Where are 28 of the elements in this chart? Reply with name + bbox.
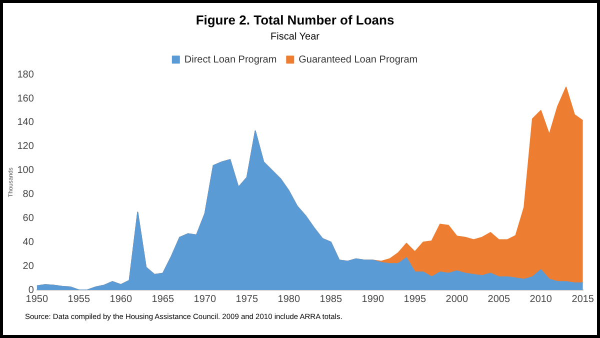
y-tick-label: 20 — [22, 260, 34, 272]
y-tick-label: 40 — [22, 236, 34, 248]
y-tick-label: 120 — [17, 141, 34, 152]
x-tick-label: 2005 — [488, 294, 510, 305]
x-tick-label: 2015 — [572, 294, 594, 305]
chart-title: Figure 2. Total Number of Loans — [196, 12, 394, 28]
y-tick-label: 0 — [28, 284, 34, 296]
x-tick-label: 1990 — [362, 294, 384, 305]
y-tick-label: 140 — [17, 117, 34, 128]
x-tick-label: 1965 — [152, 294, 174, 305]
y-tick-label: 160 — [17, 93, 34, 104]
x-tick-label: 2010 — [530, 294, 552, 305]
y-tick-label: 100 — [17, 165, 34, 176]
legend-label: Guaranteed Loan Program — [298, 54, 418, 66]
x-tick-label: 1955 — [68, 294, 90, 305]
y-tick-label: 80 — [22, 189, 34, 200]
x-tick-label: 1985 — [320, 294, 342, 305]
x-tick-label: 1980 — [278, 294, 300, 305]
y-tick-label: 60 — [22, 212, 34, 224]
x-tick-label: 2000 — [446, 294, 468, 305]
x-tick-label: 1970 — [194, 294, 216, 305]
y-tick-label: 180 — [17, 69, 34, 80]
legend-label: Direct Loan Program — [184, 54, 277, 66]
chart-subtitle: Fiscal Year — [270, 31, 320, 42]
x-tick-label: 1995 — [404, 294, 426, 305]
x-tick-label: 1950 — [26, 294, 48, 305]
x-tick-label: 1975 — [236, 294, 258, 305]
x-tick-label: 1960 — [110, 294, 132, 305]
